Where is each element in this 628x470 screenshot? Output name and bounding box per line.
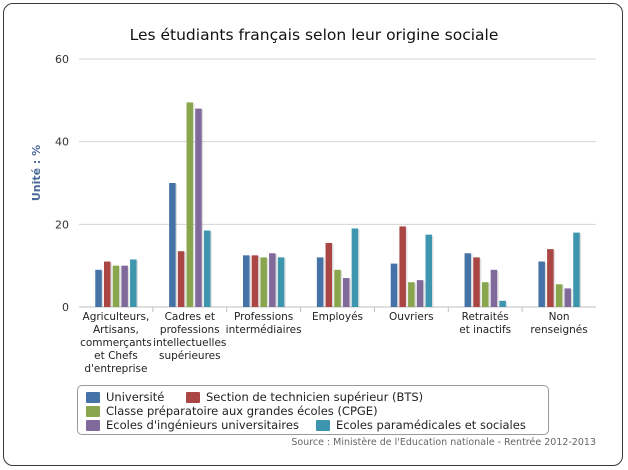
x-tick-label: Retraités et inactifs xyxy=(459,311,512,336)
legend-swatch xyxy=(86,391,100,403)
y-tick-label: 20 xyxy=(55,218,69,231)
bar xyxy=(473,257,480,307)
bar xyxy=(325,242,333,307)
bar xyxy=(490,269,498,307)
x-tick-label: Non renseignés xyxy=(530,311,588,336)
legend-label: Section de technicien supérieur (BTS) xyxy=(206,390,424,404)
legend-item[interactable]: Ecoles d'ingénieurs universitaires xyxy=(86,418,299,432)
bar xyxy=(242,255,250,307)
bar xyxy=(342,278,350,307)
legend-item[interactable]: Université xyxy=(86,390,164,404)
legend-swatch xyxy=(86,419,100,431)
bar xyxy=(390,263,398,307)
x-tick-label: Agriculteurs, Artisans, commerçants et Chef… xyxy=(80,311,152,375)
bar xyxy=(538,261,545,307)
bar xyxy=(416,280,424,307)
bar xyxy=(547,249,554,307)
bar xyxy=(408,282,415,307)
x-tick-label: Cadres et professions intellectuelles supér… xyxy=(153,311,227,362)
x-tick-label: Professions intermédiaires xyxy=(225,311,302,336)
legend-label: Université xyxy=(106,390,165,404)
bar xyxy=(399,226,406,307)
legend-label: Ecoles d'ingénieurs universitaires xyxy=(106,418,299,432)
bar xyxy=(269,253,276,307)
bar xyxy=(277,257,285,307)
legend-item[interactable]: Classe préparatoire aux grandes écoles (… xyxy=(86,404,378,418)
bar xyxy=(316,257,324,307)
legend-swatch xyxy=(86,405,100,417)
x-tick-label: Employés xyxy=(311,311,363,323)
bar xyxy=(177,251,185,307)
bar xyxy=(334,269,341,307)
legend-label: Classe préparatoire aux grandes écoles (… xyxy=(106,404,378,418)
bar xyxy=(425,234,433,307)
legend-label: Ecoles paramédicales et sociales xyxy=(336,418,526,432)
y-tick-label: 0 xyxy=(62,301,69,314)
bar xyxy=(464,253,472,307)
bar xyxy=(186,102,194,308)
legend-swatch xyxy=(316,419,330,431)
bar xyxy=(130,259,137,307)
bar xyxy=(103,261,111,307)
bar xyxy=(203,230,211,307)
y-tick-label: 40 xyxy=(55,136,69,149)
bar xyxy=(95,269,102,307)
bar xyxy=(112,265,120,307)
legend-item[interactable]: Section de technicien supérieur (BTS) xyxy=(186,390,423,404)
bar xyxy=(564,288,572,307)
source-note: Source : Ministère de l'Education nation… xyxy=(291,437,596,448)
bar xyxy=(251,255,259,307)
bar xyxy=(555,284,563,307)
legend-item[interactable]: Ecoles paramédicales et sociales xyxy=(316,418,526,432)
chart-title: Les étudiants français selon leur origin… xyxy=(129,26,499,44)
bar xyxy=(260,257,267,307)
bar xyxy=(573,232,580,307)
bar xyxy=(481,282,489,307)
y-tick-label: 60 xyxy=(55,53,69,66)
legend-swatch xyxy=(186,391,200,403)
bar xyxy=(499,300,506,307)
bar xyxy=(169,183,176,307)
bar xyxy=(121,265,128,307)
bar xyxy=(195,108,202,307)
x-tick-label: Ouvriers xyxy=(389,311,434,323)
legend: Université Section de technicien supérie… xyxy=(77,385,549,435)
bar xyxy=(351,228,359,307)
